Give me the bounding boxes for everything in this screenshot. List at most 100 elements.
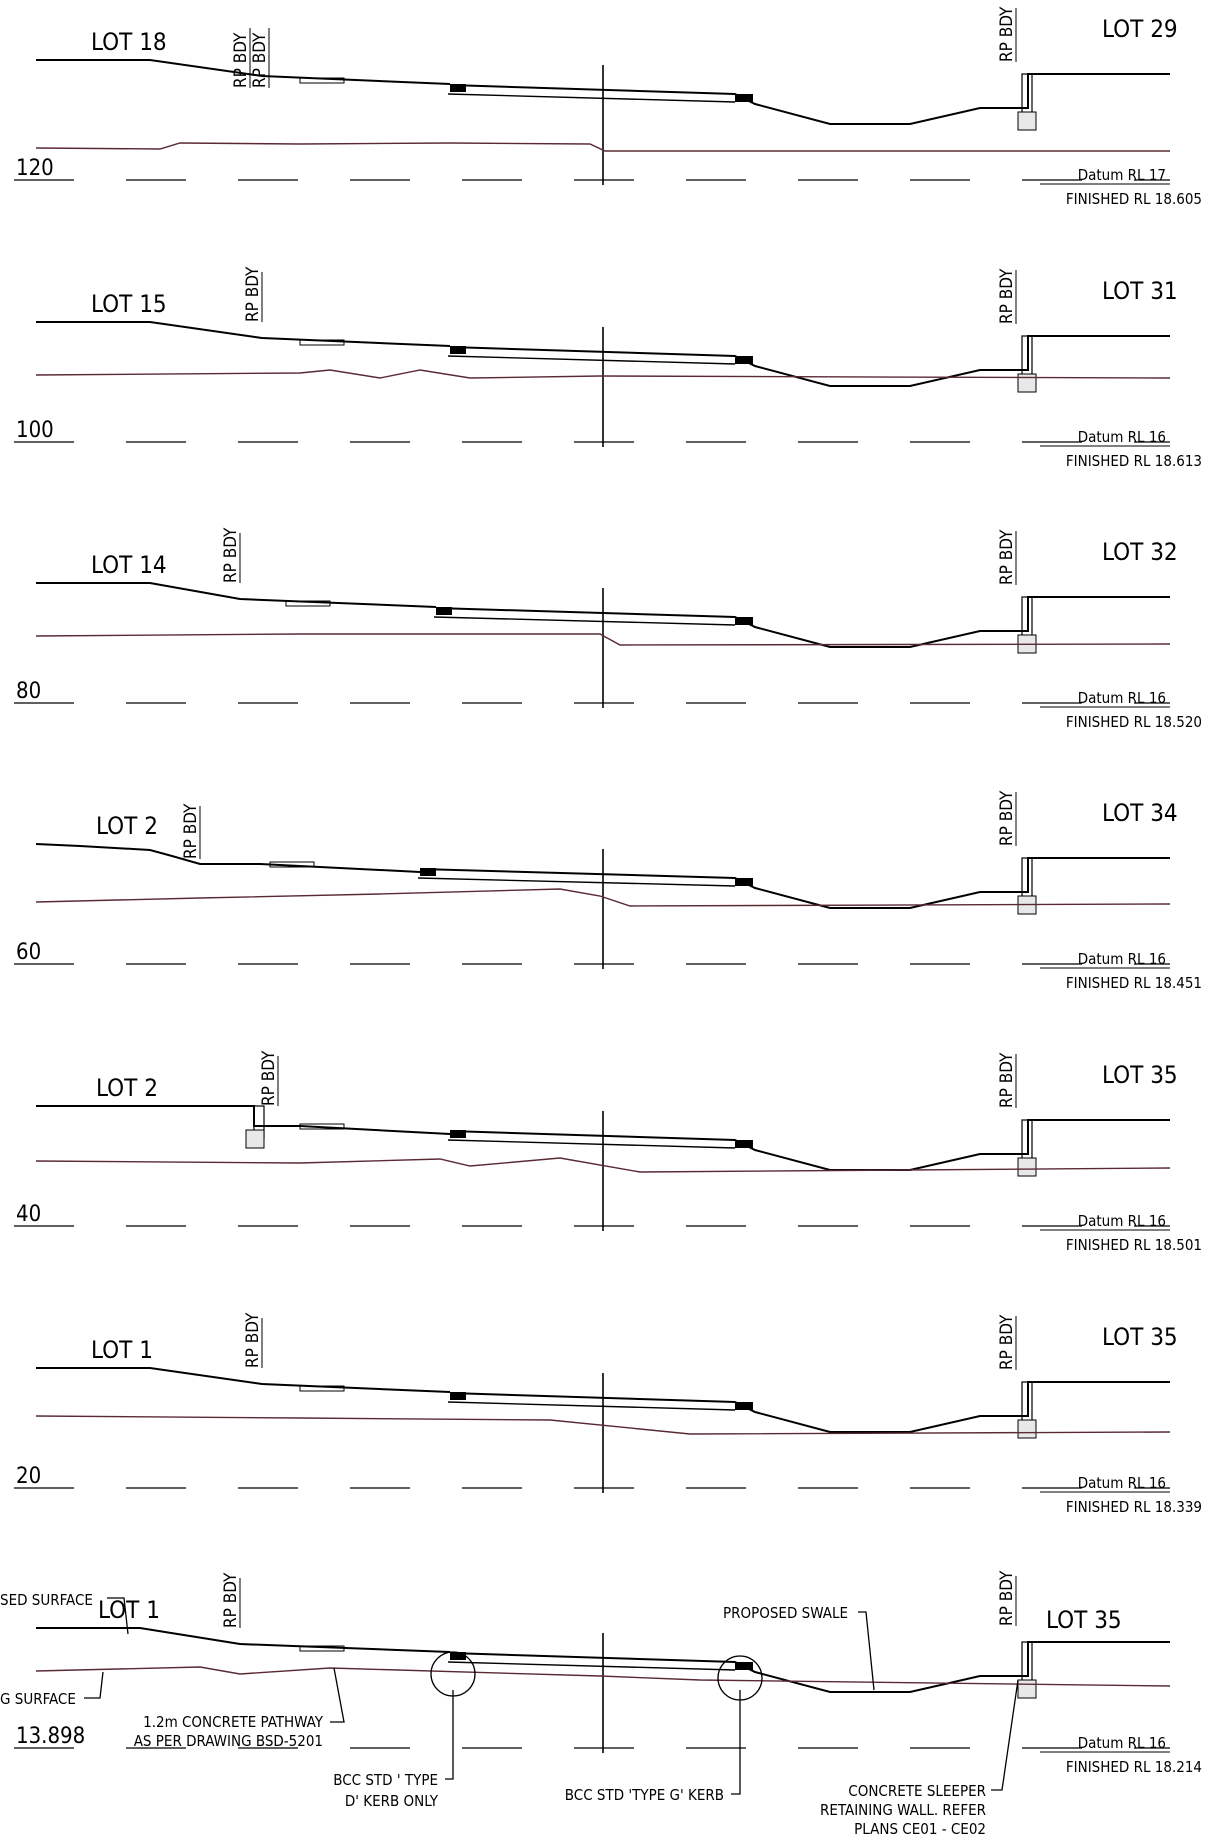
datum-rl-label: Datum RL 16 xyxy=(1078,950,1166,968)
left-lot-label: LOT 1 xyxy=(98,1596,160,1624)
type-g-kerb xyxy=(735,94,753,102)
concrete-pathway xyxy=(285,600,331,607)
type-g-kerb xyxy=(735,617,753,625)
right-rp-bdy-label: RP BDY xyxy=(997,1570,1017,1626)
right-rp-bdy-label: RP BDY xyxy=(997,1052,1017,1108)
left-rp-bdy-label: RP BDY xyxy=(259,1050,279,1106)
road-and-swale xyxy=(435,596,1170,648)
datum-rl-label: Datum RL 16 xyxy=(1078,689,1166,707)
finished-rl-label: FINISHED RL 18.605 xyxy=(1066,190,1202,208)
left-rp-bdy-label: RP BDY xyxy=(221,527,241,583)
finished-rl-label: FINISHED RL 18.339 xyxy=(1066,1498,1202,1516)
concrete-pathway xyxy=(299,1385,345,1392)
datum-rl-label: Datum RL 16 xyxy=(1078,1734,1166,1752)
cross-section-3: LOT 14 LOT 32 RP BDY RP BDY 80 Datum RL 16 FIN… xyxy=(14,527,1202,731)
road-base xyxy=(417,877,736,887)
type-g-kerb xyxy=(735,1662,753,1670)
chainage-label: 80 xyxy=(16,679,41,704)
road-and-swale xyxy=(449,335,1170,387)
kerb-d-label-1: BCC STD ' TYPE xyxy=(333,1771,438,1789)
proposed-surface xyxy=(36,59,451,85)
kerb-g-label: BCC STD 'TYPE G' KERB xyxy=(565,1786,724,1804)
chainage-label: 40 xyxy=(16,1202,41,1227)
type-d-kerb xyxy=(450,1392,466,1400)
datum-rl-label: Datum RL 16 xyxy=(1078,428,1166,446)
chainage-label: 100 xyxy=(16,418,54,443)
proposed-surface xyxy=(36,582,437,608)
existing-ground xyxy=(35,142,1170,152)
road-base xyxy=(447,355,736,365)
right-rp-bdy-label: RP BDY xyxy=(997,529,1017,585)
road-base xyxy=(447,1661,736,1671)
wall-footing-right xyxy=(1017,1679,1037,1699)
existing-ground xyxy=(35,1415,1171,1435)
chainage-label: 20 xyxy=(16,1464,41,1489)
wall-footing-right xyxy=(1017,373,1037,393)
road-and-swale xyxy=(449,73,1170,125)
datum-rl-label: Datum RL 17 xyxy=(1078,166,1166,184)
right-lot-label: LOT 29 xyxy=(1102,15,1178,43)
finished-rl-label: FINISHED RL 18.451 xyxy=(1066,974,1202,992)
left-rp-bdy-label: RP BDY xyxy=(250,32,270,88)
left-lot-label: LOT 18 xyxy=(91,28,167,56)
right-lot-label: LOT 35 xyxy=(1102,1061,1178,1089)
chainage-label: 120 xyxy=(16,156,54,181)
type-d-kerb xyxy=(450,346,466,354)
finished-rl-label: FINISHED RL 18.520 xyxy=(1066,713,1202,731)
concrete-pathway xyxy=(269,861,315,868)
type-d-kerb xyxy=(436,607,452,615)
concrete-pathway xyxy=(299,77,345,84)
type-g-kerb xyxy=(735,356,753,364)
datum-rl-label: Datum RL 16 xyxy=(1078,1474,1166,1492)
type-d-kerb xyxy=(450,1652,466,1660)
right-lot-label: LOT 31 xyxy=(1102,277,1178,305)
kerb-d-label-2: D' KERB ONLY xyxy=(345,1792,439,1810)
concrete-pathway xyxy=(299,339,345,346)
left-lot-label: LOT 1 xyxy=(91,1336,153,1364)
final-section-annotations: SED SURFACE G SURFACE 1.2m CONCRETE PATH… xyxy=(0,1591,1019,1838)
retaining-wall-label-3: PLANS CE01 - CE02 xyxy=(854,1820,986,1838)
proposed-surface xyxy=(36,1105,451,1135)
proposed-surface xyxy=(35,843,421,873)
wall-footing-right xyxy=(1017,111,1037,131)
left-rp-bdy-label: RP BDY xyxy=(231,32,251,88)
right-rp-bdy-label: RP BDY xyxy=(997,6,1017,62)
datum-rl-label: Datum RL 16 xyxy=(1078,1212,1166,1230)
left-rp-bdy-label: RP BDY xyxy=(243,266,263,322)
road-base xyxy=(447,1139,736,1149)
type-g-kerb xyxy=(735,1402,753,1410)
existing-ground xyxy=(35,633,1171,646)
chainage-label: 60 xyxy=(16,940,41,965)
pathway-label-1: 1.2m CONCRETE PATHWAY xyxy=(143,1713,324,1731)
cross-section-6: LOT 1 LOT 35 RP BDY RP BDY 20 Datum RL 16 FINI… xyxy=(14,1312,1202,1516)
proposed-surface xyxy=(36,1367,451,1393)
road-base xyxy=(433,616,736,626)
swale-label: PROPOSED SWALE xyxy=(723,1604,848,1622)
wall-footing-right xyxy=(1017,1419,1037,1439)
left-rp-bdy-label: RP BDY xyxy=(181,803,201,859)
chainage-label: 13.898 xyxy=(16,1724,85,1749)
left-lot-label: LOT 2 xyxy=(96,1074,158,1102)
road-base xyxy=(447,93,736,103)
wall-footing-right xyxy=(1017,1157,1037,1177)
retaining-wall-label-2: RETAINING WALL. REFER xyxy=(820,1801,986,1819)
finished-rl-label: FINISHED RL 18.501 xyxy=(1066,1236,1202,1254)
proposed-surface xyxy=(36,321,451,347)
left-lot-label: LOT 2 xyxy=(96,812,158,840)
left-lot-label: LOT 15 xyxy=(91,290,167,318)
proposed-surface xyxy=(36,1627,451,1653)
existing-ground xyxy=(35,369,1171,379)
cross-section-2: LOT 15 LOT 31 RP BDY RP BDY 100 Datum RL 16 FI… xyxy=(14,266,1202,470)
wall-footing-left xyxy=(245,1129,265,1149)
existing-ground xyxy=(35,1157,1171,1173)
cross-section-5: LOT 2 LOT 35 RP BDY RP BDY 40 Datum RL 16 FINI… xyxy=(14,1050,1202,1254)
proposed-surface-label: SED SURFACE xyxy=(0,1591,93,1609)
type-g-kerb xyxy=(735,878,753,886)
existing-surface-label: G SURFACE xyxy=(0,1690,76,1708)
existing-ground xyxy=(35,888,1171,907)
cross-section-7: LOT 1 LOT 35 RP BDY RP BDY 13.898 Datum RL 16… xyxy=(14,1570,1202,1776)
left-rp-bdy-label: RP BDY xyxy=(243,1312,263,1368)
right-lot-label: LOT 34 xyxy=(1102,799,1178,827)
